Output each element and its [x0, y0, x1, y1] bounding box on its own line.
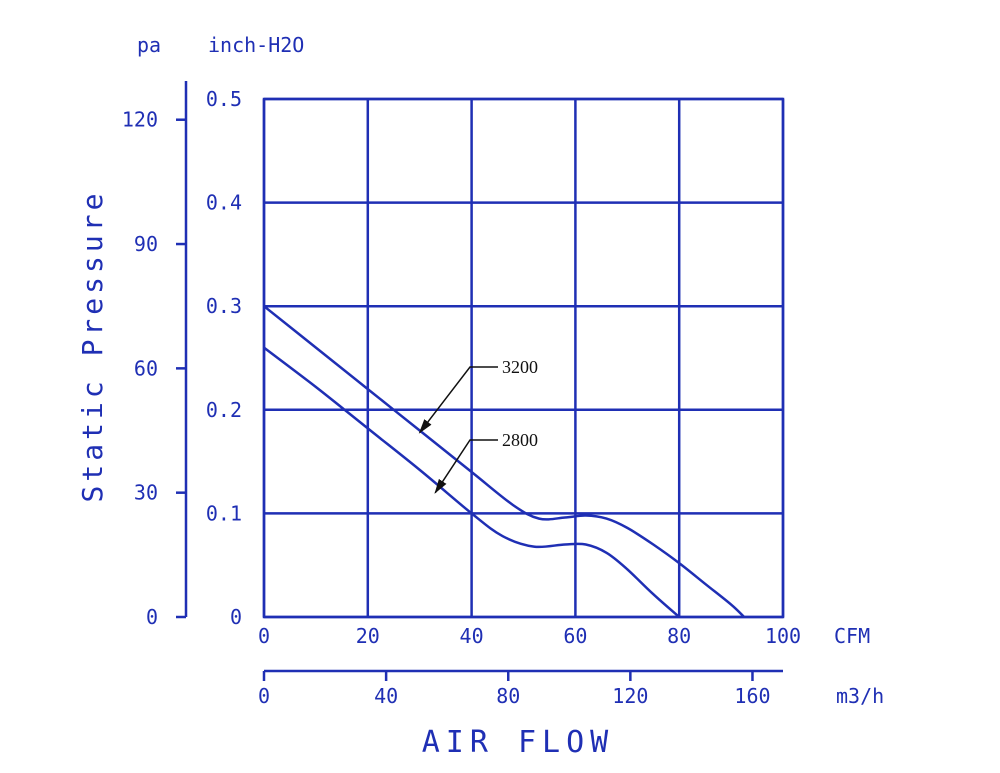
x-tick-label-cfm: 60	[563, 624, 587, 648]
y-tick-label-inch: 0.1	[206, 501, 242, 525]
x-tick-label-cfm: 20	[356, 624, 380, 648]
x-tick-label-cfm: 100	[765, 624, 801, 648]
y-tick-label-inch: 0.3	[206, 294, 242, 318]
y-tick-label-pa: 0	[146, 605, 158, 629]
y-tick-label-pa: 60	[134, 356, 158, 380]
y-tick-label-inch: 0.5	[206, 87, 242, 111]
x-unit-m3h: m3/h	[836, 684, 884, 708]
x-tick-label-m3h: 80	[496, 684, 520, 708]
y-unit-inch-h2o: inch-H2O	[208, 33, 304, 57]
callout-label-3200: 3200	[502, 357, 538, 377]
callout-leader-3200	[418, 366, 498, 434]
x-axis-title: AIR FLOW	[422, 725, 615, 760]
x-unit-cfm: CFM	[834, 624, 870, 648]
curve-3200	[263, 305, 745, 618]
y-tick-label-inch: 0.2	[206, 398, 242, 422]
y-tick-label-inch: 0.4	[206, 191, 242, 215]
chart-axes	[176, 81, 783, 681]
x-tick-label-m3h: 0	[258, 684, 270, 708]
curve-2800	[263, 346, 681, 618]
x-tick-label-cfm: 0	[258, 624, 270, 648]
x-tick-label-cfm: 80	[667, 624, 691, 648]
y-tick-label-inch: 0	[230, 605, 242, 629]
chart-labels: 0 0.1 0.2 0.3 0.4 0.5 inch-H2O 0 30 60 90 120 pa Stat…	[76, 33, 884, 760]
y-unit-pa: pa	[137, 33, 161, 57]
callout-leader-2800	[434, 439, 498, 494]
x-tick-label-m3h: 120	[612, 684, 648, 708]
performance-curves	[263, 305, 745, 618]
y-tick-label-pa: 120	[122, 108, 158, 132]
y-axis-title: Static Pressure	[76, 190, 109, 503]
callout-label-2800: 2800	[502, 430, 538, 450]
y-tick-label-pa: 90	[134, 232, 158, 256]
x-tick-label-m3h: 160	[734, 684, 770, 708]
x-tick-label-cfm: 40	[460, 624, 484, 648]
plot-grid	[262, 97, 785, 619]
x-tick-label-m3h: 40	[374, 684, 398, 708]
y-tick-label-pa: 30	[134, 481, 158, 505]
